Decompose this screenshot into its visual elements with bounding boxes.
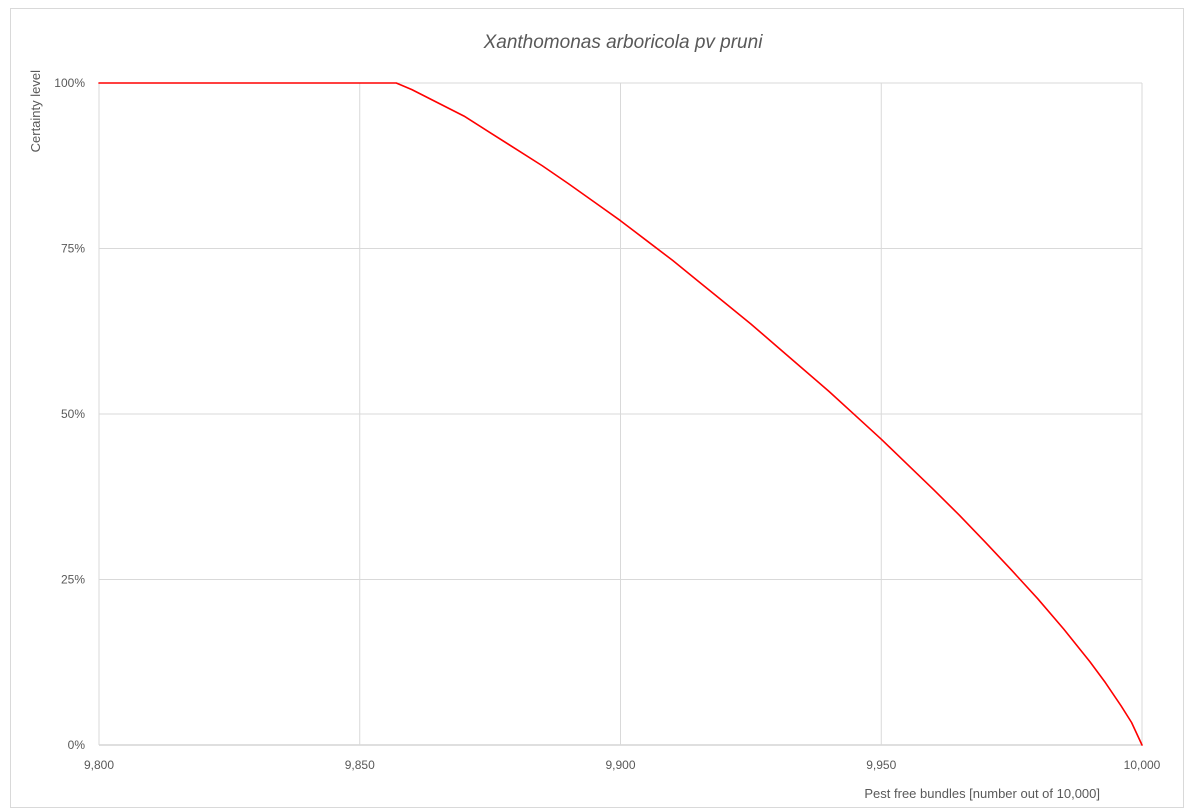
y-tick-labels: 0% 25% 50% 75% 100% <box>54 76 85 752</box>
y-tick-label: 0% <box>68 738 86 752</box>
x-tick-labels: 9,800 9,850 9,900 9,950 10,000 <box>84 758 1161 772</box>
x-axis-label: Pest free bundles [number out of 10,000] <box>864 786 1100 801</box>
y-tick-label: 75% <box>61 242 85 256</box>
y-tick-label: 100% <box>54 76 85 90</box>
x-tick-label: 9,850 <box>345 758 375 772</box>
x-tick-label: 9,800 <box>84 758 114 772</box>
series-line <box>98 82 1143 746</box>
y-tick-label: 25% <box>61 573 85 587</box>
series-group <box>98 82 1143 746</box>
y-tick-label: 50% <box>61 407 85 421</box>
x-tick-label: 9,950 <box>866 758 896 772</box>
chart-title: Xanthomonas arboricola pv pruni <box>483 32 764 53</box>
chart-area <box>10 8 1184 808</box>
y-axis-label: Certainty level <box>28 70 43 152</box>
x-tick-label: 9,900 <box>605 758 635 772</box>
x-tick-label: 10,000 <box>1124 758 1161 772</box>
gridlines <box>98 82 1143 746</box>
